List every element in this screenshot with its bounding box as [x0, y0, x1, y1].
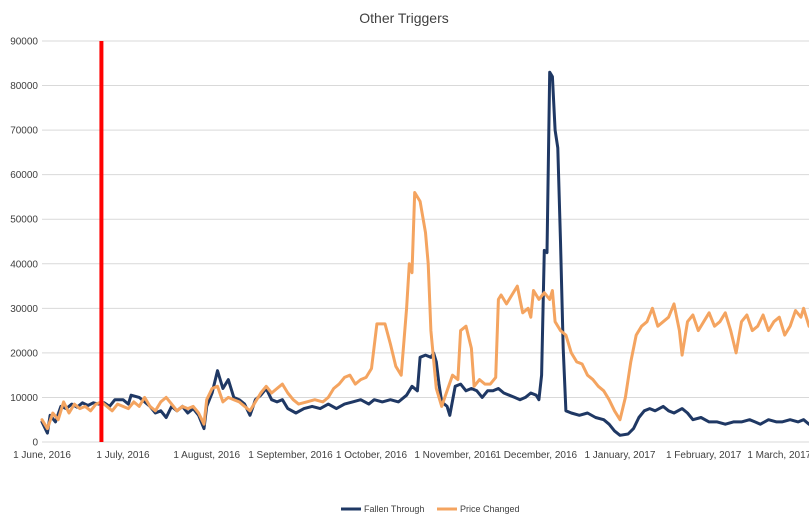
y-tick-label: 50000 [10, 215, 38, 226]
legend-label-price-changed: Price Changed [460, 504, 520, 514]
series-line-fallen-through [40, 70, 809, 437]
y-tick-label: 80000 [10, 81, 38, 92]
x-tick-label: 1 December, 2016 [495, 450, 577, 461]
legend-label-fallen-through: Fallen Through [364, 504, 424, 514]
series-lines [40, 70, 809, 437]
y-axis-tick-labels: 0 10000 20000 30000 40000 50000 60000 70000 8000… [10, 37, 38, 449]
y-tick-label: 0 [32, 438, 38, 449]
y-tick-label: 10000 [10, 393, 38, 404]
x-tick-label: 1 September, 2016 [248, 450, 333, 461]
series-line-price-changed [40, 191, 809, 431]
x-tick-label: 1 January, 2017 [584, 450, 655, 461]
y-tick-label: 90000 [10, 37, 38, 48]
y-tick-label: 70000 [10, 126, 38, 137]
x-tick-label: 1 October, 2016 [336, 450, 408, 461]
x-tick-label: 1 November, 2016 [414, 450, 496, 461]
y-tick-label: 60000 [10, 170, 38, 181]
x-tick-label: 1 June, 2016 [13, 450, 71, 461]
y-tick-label: 20000 [10, 348, 38, 359]
gridlines [42, 40, 809, 443]
y-tick-label: 40000 [10, 259, 38, 270]
y-tick-label: 30000 [10, 304, 38, 315]
legend: Fallen Through Price Changed [341, 504, 520, 514]
x-tick-label: 1 February, 2017 [666, 450, 742, 461]
chart-title: Other Triggers [359, 10, 448, 26]
x-tick-label: 1 March, 2017 [747, 450, 809, 461]
x-axis-tick-labels: 1 June, 2016 1 July, 2016 1 August, 2016 1 … [13, 450, 809, 461]
x-tick-label: 1 July, 2016 [96, 450, 150, 461]
x-tick-label: 1 August, 2016 [173, 450, 240, 461]
